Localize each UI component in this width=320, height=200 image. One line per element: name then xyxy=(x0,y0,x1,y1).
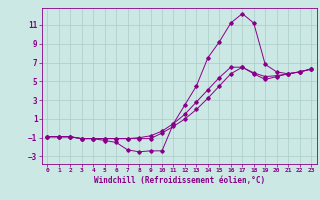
X-axis label: Windchill (Refroidissement éolien,°C): Windchill (Refroidissement éolien,°C) xyxy=(94,176,265,185)
